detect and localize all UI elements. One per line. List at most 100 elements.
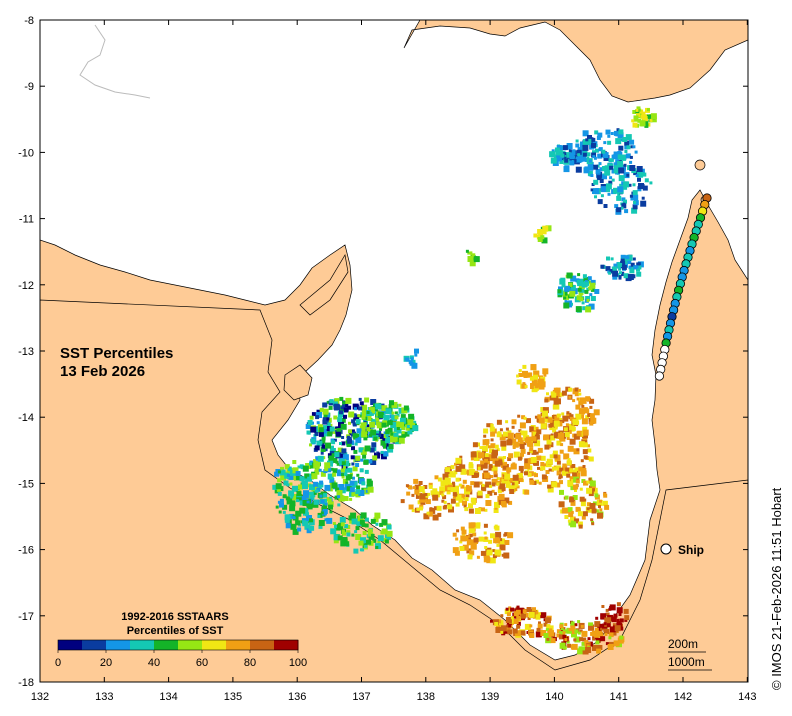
sst-pixel [596,499,603,506]
sst-pixel [566,411,570,415]
sst-pixel [599,508,603,512]
sst-pixel [614,204,619,209]
sst-pixel [450,487,456,493]
sst-pixel [552,428,557,433]
sst-pixel [491,465,498,472]
sst-pixel [546,439,552,445]
scale-label-1000m: 1000m [668,655,705,669]
sst-pixel [568,387,573,392]
sst-pixel [582,274,587,279]
sst-pixel [636,166,643,172]
sst-pixel [454,550,460,556]
sst-pixel [364,445,371,452]
sst-pixel [576,431,582,437]
y-tick-label: -13 [18,346,34,358]
legend-tick-label: 0 [55,657,61,669]
sst-pixel [623,181,630,188]
sst-pixel [321,444,326,449]
sst-pixel [486,423,491,428]
sst-pixel [499,544,506,551]
sst-pixel [465,493,470,498]
sst-pixel [428,482,433,487]
sst-pixel [509,489,515,494]
sst-pixel [495,627,502,633]
sst-pixel [309,443,312,447]
sst-pixel [500,614,504,618]
sst-pixel [623,163,627,167]
sst-pixel [280,466,284,471]
sst-pixel [299,507,306,514]
sst-pixel [638,108,642,112]
sst-pixel [384,539,389,544]
sst-pixel [619,618,624,623]
sst-pixel [530,364,537,371]
sst-pixel [427,500,431,504]
sst-pixel [308,473,314,480]
sst-pixel [574,629,579,634]
sst-pixel [394,415,399,420]
sst-pixel [322,402,328,408]
sst-pixel [459,493,465,500]
sst-pixel [582,139,589,146]
sst-pixel [496,419,502,425]
sst-pixel [567,507,573,513]
sst-pixel [383,415,390,422]
sst-pixel [574,472,581,479]
sst-pixel [611,617,617,623]
sst-pixel [484,546,488,549]
sst-pixel [388,444,394,450]
sst-pixel [596,648,602,654]
sst-pixel [597,626,602,631]
sst-pixel [529,479,535,485]
sst-pixel [459,546,465,551]
sst-pixel [490,438,494,442]
sst-pixel [332,468,338,474]
sst-pixel [340,406,344,410]
sst-pixel [292,528,299,535]
sst-pixel [451,483,456,488]
ship-label: Ship [678,543,704,557]
sst-pixel [490,475,494,478]
sst-pixel [375,431,382,437]
sst-pixel [349,519,354,524]
sst-pixel [347,405,352,410]
sst-pixel [568,512,574,518]
sst-pixel [520,431,525,436]
sst-pixel [501,502,507,508]
sst-pixel [586,507,590,511]
sst-pixel [341,529,345,533]
sst-pixel [591,508,597,514]
sst-pixel [364,424,370,429]
sst-pixel [513,451,520,458]
sst-pixel [449,482,453,486]
sst-pixel [306,430,311,435]
sst-pixel [494,444,499,449]
sst-pixel [529,447,534,452]
sst-pixel [495,538,501,544]
sst-pixel [540,407,546,412]
y-tick-label: -8 [24,15,34,27]
sst-pixel [588,622,594,628]
sst-pixel [454,462,457,466]
sst-pixel [533,461,537,466]
sst-pixel [523,416,527,420]
sst-pixel [520,613,526,619]
sst-pixel [593,188,600,195]
sst-pixel [473,256,480,263]
sst-pixel [566,473,571,478]
sst-pixel [586,487,593,494]
sst-pixel [441,499,445,503]
sst-pixel [441,493,445,497]
sst-pixel [332,458,338,463]
sst-pixel [527,451,531,455]
sst-pixel [632,110,637,114]
sst-pixel [318,482,324,488]
sst-pixel [646,114,651,119]
sst-pixel [407,419,414,426]
sst-pixel [575,139,579,143]
sst-pixel [432,494,439,501]
sst-pixel [473,456,479,461]
sst-pixel [522,364,527,369]
sst-pixel [414,353,418,357]
sst-pixel [537,623,543,629]
